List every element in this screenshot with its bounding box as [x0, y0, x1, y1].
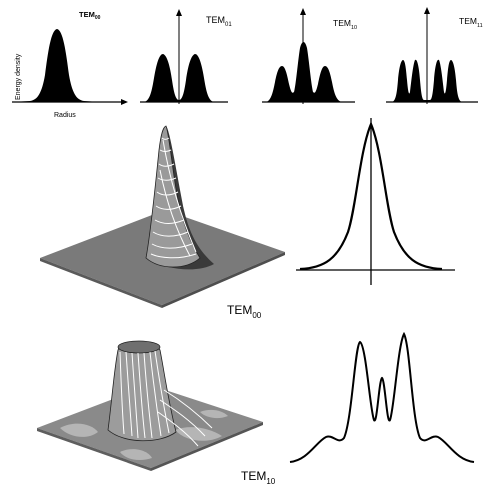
tem00-profile — [12, 29, 100, 102]
tem10-label: TEM10 — [333, 18, 357, 31]
middle-plate-edge — [40, 258, 162, 308]
ylabel: Energy density — [15, 53, 22, 100]
tem01-label: TEM01 — [206, 15, 232, 28]
bottom-2d-tem10 — [289, 331, 475, 463]
tem10-yaxis-arrow — [300, 8, 306, 15]
bottom-plate-mottle — [60, 409, 228, 460]
tem01-yaxis-arrow — [176, 9, 182, 16]
bottom-tem10-label: TEM10 — [241, 469, 276, 486]
bottom-plate-edge — [37, 428, 151, 471]
mid-curve — [299, 121, 443, 271]
top-panel-tem11: TEM11 — [386, 7, 483, 104]
bottom-curve — [289, 331, 475, 463]
tem01-profile — [144, 54, 214, 102]
top-row: Energy density Radius TEM00 TEM01 TEM10 — [12, 7, 483, 119]
bottom-mesa-contours — [119, 350, 213, 447]
tem00-xaxis-arrow — [121, 99, 128, 105]
middle-2d-tem00 — [296, 118, 455, 285]
tem11-label: TEM11 — [459, 16, 483, 29]
top-panel-tem10: TEM10 — [262, 8, 357, 104]
tem10-profile — [266, 42, 342, 102]
middle-peak — [145, 125, 201, 268]
top-panel-tem00: Energy density Radius TEM00 — [12, 10, 128, 119]
bottom-plate-edge-right — [151, 422, 263, 471]
tem11-yaxis-arrow — [424, 7, 430, 14]
middle-tem00-label: TEM00 — [227, 303, 262, 320]
middle-plate-edge-right — [162, 252, 285, 308]
middle-3d-tem00: TEM00 — [40, 125, 285, 320]
xlabel: Radius — [54, 112, 76, 119]
tem00-label: TEM00 — [79, 10, 101, 21]
bottom-mesa-top — [117, 340, 161, 354]
tem11-profile — [392, 59, 462, 102]
top-panel-tem01: TEM01 — [140, 9, 232, 104]
bottom-3d-tem10: TEM10 — [37, 340, 276, 486]
middle-peak-contours — [150, 137, 197, 259]
